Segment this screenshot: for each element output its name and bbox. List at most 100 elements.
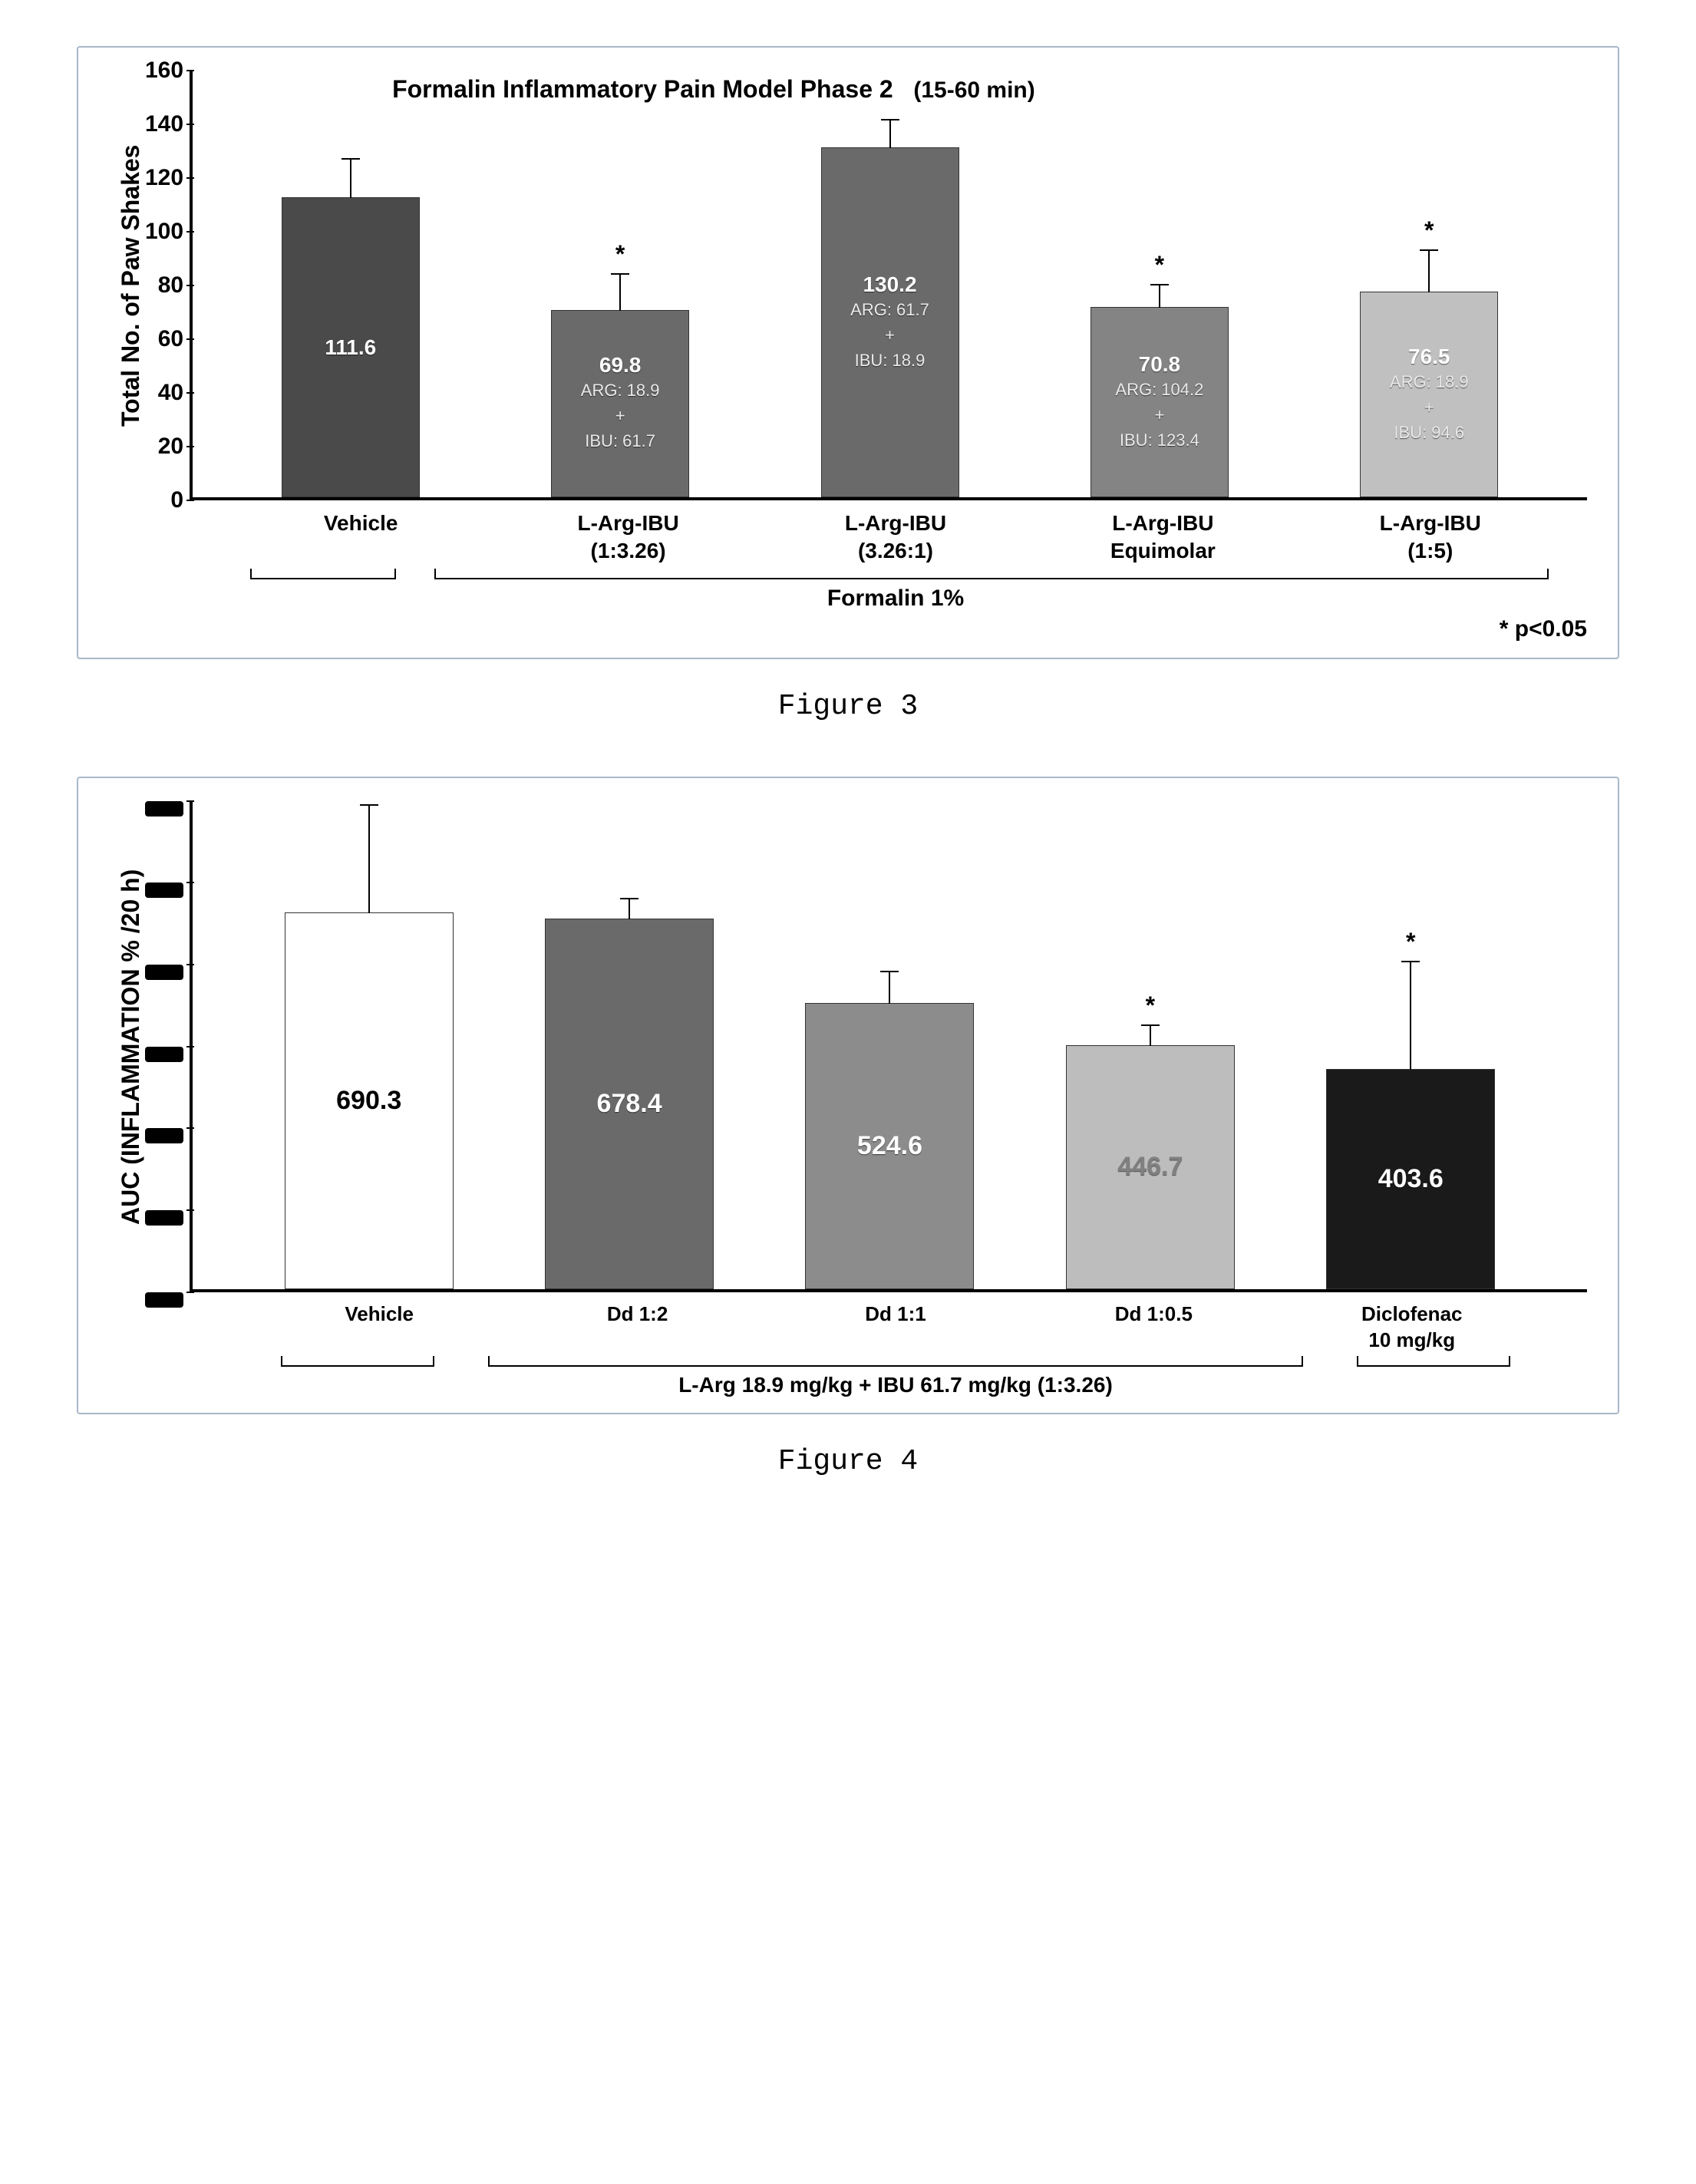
error-bar (1150, 1024, 1151, 1046)
error-cap (620, 898, 638, 899)
bar-value-label: 69.8 (599, 353, 642, 378)
y-tick-obscured-icon (145, 801, 183, 817)
bar: *76.5ARG: 18.9 + IBU: 94.6 (1360, 292, 1498, 497)
bar-group: 690.3 (262, 912, 477, 1289)
y-tick-obscured-icon (145, 1128, 183, 1143)
significance-star: * (1146, 991, 1155, 1020)
error-cap (1420, 249, 1438, 251)
error-bar (889, 971, 890, 1004)
bar-group: *69.8ARG: 18.9 + IBU: 61.7 (524, 310, 716, 497)
bar-value-label: 130.2 (863, 272, 916, 297)
error-cap (1401, 961, 1420, 962)
figure-3-container: Total No. of Paw Shakes 1601401201008060… (77, 46, 1619, 659)
figure-4-chart: AUC (INFLAMMATION % /20 h) 690.3 678.4 524… (109, 801, 1587, 1292)
bottom-caption: L-Arg 18.9 mg/kg + IBU 61.7 mg/kg (1:3.2… (204, 1373, 1587, 1397)
error-bar (889, 119, 891, 149)
figure-4-container: AUC (INFLAMMATION % /20 h) 690.3 678.4 524… (77, 777, 1619, 1415)
bottom-caption: Formalin 1% (204, 586, 1587, 612)
x-label: L-Arg-IBU (1:3.26) (533, 510, 724, 566)
bars-row: 690.3678.4524.6*446.7*403.6 (193, 801, 1587, 1289)
y-tick-obscured-icon (145, 965, 183, 980)
error-bar (629, 898, 630, 919)
bar-group: 111.6 (255, 197, 447, 497)
error-cap (1141, 1024, 1160, 1026)
error-bar (350, 158, 351, 199)
bar-value-label: 70.8 (1139, 352, 1181, 377)
bracket (488, 1356, 1303, 1367)
bar: *70.8ARG: 104.2 + IBU: 123.4 (1091, 307, 1229, 497)
y-tick-obscured-icon (145, 883, 183, 898)
bar-group: *446.7 (1043, 1045, 1258, 1289)
bracket (1357, 1356, 1510, 1367)
bar: 130.2ARG: 61.7 + IBU: 18.9 (821, 147, 959, 497)
x-labels: Vehicle Dd 1:2 Dd 1:1 Dd 1:0.5 Diclofenac 10… (204, 1292, 1587, 1354)
error-bar (368, 804, 370, 913)
y-axis-label: AUC (INFLAMMATION % /20 h) (109, 801, 145, 1292)
error-cap (1150, 284, 1169, 285)
bracket (281, 1356, 434, 1367)
error-cap (881, 119, 899, 120)
x-label: Dd 1:1 (788, 1301, 1003, 1354)
y-tick-obscured-icon (145, 1292, 183, 1308)
plot-area: 690.3678.4524.6*446.7*403.6 (190, 801, 1587, 1292)
x-labels: Vehicle L-Arg-IBU (1:3.26) L-Arg-IBU (3.26… (204, 500, 1587, 566)
figure-4-caption: Figure 4 (77, 1445, 1619, 1478)
bar: 678.4 (545, 919, 714, 1288)
error-cap (360, 804, 378, 806)
bar: *446.7 (1066, 1045, 1235, 1289)
error-bar (1410, 961, 1411, 1070)
bar-sublabel: ARG: 18.9 + IBU: 61.7 (581, 378, 660, 454)
plot-area: Formalin Inflammatory Pain Model Phase 2… (190, 71, 1587, 500)
bar: 690.3 (285, 912, 454, 1289)
figure-3-chart: Total No. of Paw Shakes 1601401201008060… (109, 71, 1587, 500)
x-label: Diclofenac 10 mg/kg (1305, 1301, 1519, 1354)
x-label: Vehicle (265, 510, 457, 566)
bar-sublabel: ARG: 61.7 + IBU: 18.9 (850, 297, 929, 373)
error-cap (342, 158, 360, 160)
bar-value-label: 76.5 (1408, 345, 1450, 369)
bar-value-label: 690.3 (336, 1086, 401, 1116)
bar-group: 130.2ARG: 61.7 + IBU: 18.9 (794, 147, 986, 497)
bar: *69.8ARG: 18.9 + IBU: 61.7 (551, 310, 689, 497)
bar-value-label: 403.6 (1378, 1164, 1444, 1194)
bar-group: *403.6 (1303, 1069, 1518, 1289)
y-axis (145, 801, 190, 1292)
bar-value-label: 446.7 (1117, 1152, 1183, 1182)
significance-star: * (615, 240, 625, 269)
x-label: Dd 1:0.5 (1046, 1301, 1261, 1354)
error-cap (880, 971, 899, 972)
bars-row: 111.6*69.8ARG: 18.9 + IBU: 61.7130.2ARG:… (193, 71, 1587, 497)
bar-value-label: 524.6 (857, 1131, 922, 1161)
bar-group: 678.4 (522, 919, 737, 1288)
error-bar (1159, 284, 1160, 308)
y-axis-label: Total No. of Paw Shakes (109, 71, 145, 500)
bar-sublabel: ARG: 18.9 + IBU: 94.6 (1390, 369, 1469, 445)
x-label: Dd 1:2 (530, 1301, 745, 1354)
bracket-row (204, 1356, 1587, 1367)
significance-footnote: * p<0.05 (109, 616, 1587, 642)
bar: *403.6 (1326, 1069, 1495, 1289)
bar-value-label: 678.4 (597, 1089, 662, 1119)
x-label: L-Arg-IBU (1:5) (1335, 510, 1526, 566)
error-bar (1428, 249, 1430, 292)
significance-star: * (1155, 251, 1164, 279)
bracket-row (204, 569, 1587, 579)
bar-group: *70.8ARG: 104.2 + IBU: 123.4 (1064, 307, 1256, 497)
bar: 111.6 (282, 197, 420, 497)
bracket (434, 569, 1549, 579)
y-tick-obscured-icon (145, 1210, 183, 1226)
figure-3-caption: Figure 3 (77, 690, 1619, 723)
x-label: Vehicle (272, 1301, 487, 1354)
y-axis: 160140120100806040200 (145, 71, 190, 500)
x-label: L-Arg-IBU (3.26:1) (800, 510, 992, 566)
bar-sublabel: ARG: 104.2 + IBU: 123.4 (1115, 377, 1203, 453)
bracket (250, 569, 396, 579)
bar-value-label: 111.6 (325, 335, 376, 360)
bar: 524.6 (805, 1003, 974, 1289)
bar-group: *76.5ARG: 18.9 + IBU: 94.6 (1333, 292, 1525, 497)
significance-star: * (1424, 216, 1434, 245)
bar-group: 524.6 (782, 1003, 997, 1289)
significance-star: * (1406, 928, 1415, 956)
error-cap (611, 273, 629, 275)
x-label: L-Arg-IBU Equimolar (1067, 510, 1259, 566)
